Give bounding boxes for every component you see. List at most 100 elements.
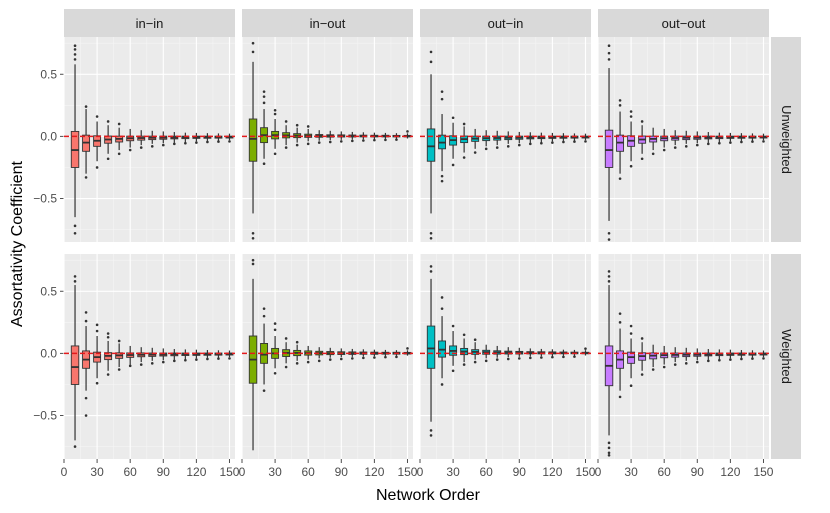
outlier-point — [740, 140, 743, 144]
outlier-point — [195, 358, 198, 361]
outlier-point — [451, 116, 455, 120]
outlier-point — [362, 139, 365, 142]
outlier-point — [95, 115, 99, 118]
outlier-point — [73, 232, 77, 235]
outlier-point — [317, 141, 321, 144]
outlier-point — [651, 368, 655, 371]
outlier-point — [607, 270, 611, 273]
outlier-point — [517, 143, 521, 147]
outlier-point — [484, 147, 488, 151]
outlier-point — [195, 141, 198, 144]
outlier-point — [429, 429, 433, 432]
y-axis-title: Assortativity Coefficient — [9, 160, 26, 327]
outlier-point — [573, 355, 576, 358]
outlier-point — [451, 369, 455, 373]
outlier-point — [429, 50, 433, 54]
y-tick-label: 0.0 — [40, 346, 57, 360]
x-tick-label: 30 — [446, 465, 460, 479]
outlier-point — [618, 99, 622, 102]
outlier-point — [106, 120, 110, 123]
outlier-point — [128, 364, 132, 368]
outlier-point — [84, 105, 88, 108]
outlier-point — [607, 446, 611, 450]
outlier-point — [495, 146, 499, 149]
outlier-point — [161, 360, 165, 364]
outlier-point — [429, 270, 433, 273]
outlier-point — [440, 383, 444, 386]
outlier-point — [351, 139, 354, 143]
outlier-point — [695, 143, 699, 147]
x-axis-title: Network Order — [376, 487, 481, 504]
outlier-point — [718, 141, 721, 145]
outlier-point — [762, 357, 765, 360]
outlier-point — [217, 140, 220, 143]
outlier-point — [540, 356, 543, 359]
column-strip-label: in−in — [136, 16, 164, 31]
outlier-point — [206, 140, 209, 144]
outlier-point — [117, 368, 121, 371]
outlier-point — [473, 360, 477, 364]
outlier-point — [607, 238, 611, 241]
y-tick-label: −0.5 — [33, 192, 57, 206]
outlier-point — [729, 358, 732, 361]
panels-layer: in−in in−out out−in out−out Unweighted Weight… — [33, 9, 801, 479]
outlier-point — [462, 156, 466, 159]
outlier-point — [462, 122, 466, 126]
outlier-point — [429, 60, 433, 64]
outlier-point — [607, 51, 611, 55]
x-tick-label: 60 — [302, 465, 316, 479]
outlier-point — [440, 307, 444, 310]
outlier-point — [161, 143, 165, 147]
outlier-point — [317, 359, 321, 363]
outlier-point — [640, 373, 644, 376]
outlier-point — [584, 140, 587, 143]
outlier-point — [551, 141, 554, 144]
outlier-point — [429, 434, 433, 437]
outlier-point — [173, 359, 176, 363]
outlier-point — [618, 321, 622, 324]
outlier-point — [640, 120, 644, 123]
x-tick-label: 150 — [575, 465, 595, 479]
outlier-point — [95, 323, 99, 327]
outlier-point — [540, 141, 543, 145]
outlier-point — [707, 359, 710, 363]
outlier-point — [251, 232, 255, 235]
outlier-point — [607, 441, 611, 445]
row-strip-label: Weighted — [779, 329, 794, 384]
outlier-point — [262, 90, 266, 93]
outlier-point — [106, 335, 110, 339]
outlier-point — [106, 332, 110, 335]
facet-panel — [63, 254, 235, 459]
outlier-point — [684, 362, 688, 365]
outlier-point — [306, 125, 310, 128]
outlier-point — [328, 358, 332, 361]
facet-panel — [419, 254, 591, 459]
outlier-point — [139, 363, 143, 366]
column-strip-label: out−out — [662, 16, 706, 31]
column-strip — [420, 9, 591, 37]
outlier-point — [106, 373, 110, 376]
x-tick-label: 60 — [480, 465, 494, 479]
x-tick-label: 90 — [157, 465, 171, 479]
outlier-point — [84, 176, 88, 179]
outlier-point — [440, 90, 444, 93]
x-tick-label: 150 — [753, 465, 773, 479]
outlier-point — [573, 140, 576, 143]
outlier-point — [473, 151, 477, 154]
outlier-point — [339, 357, 343, 361]
outlier-point — [440, 174, 444, 178]
outlier-point — [395, 355, 398, 359]
outlier-point — [451, 163, 455, 167]
x-tick-label: 60 — [124, 465, 138, 479]
outlier-point — [451, 324, 455, 328]
y-tick-label: −0.5 — [33, 409, 57, 423]
x-tick-label: 150 — [397, 465, 417, 479]
x-tick-label: 90 — [691, 465, 705, 479]
outlier-point — [273, 112, 277, 116]
outlier-point — [251, 50, 255, 54]
outlier-point — [762, 140, 765, 143]
outlier-point — [607, 453, 611, 457]
outlier-point — [228, 357, 231, 360]
x-tick-label: 30 — [268, 465, 282, 479]
outlier-point — [584, 347, 587, 350]
